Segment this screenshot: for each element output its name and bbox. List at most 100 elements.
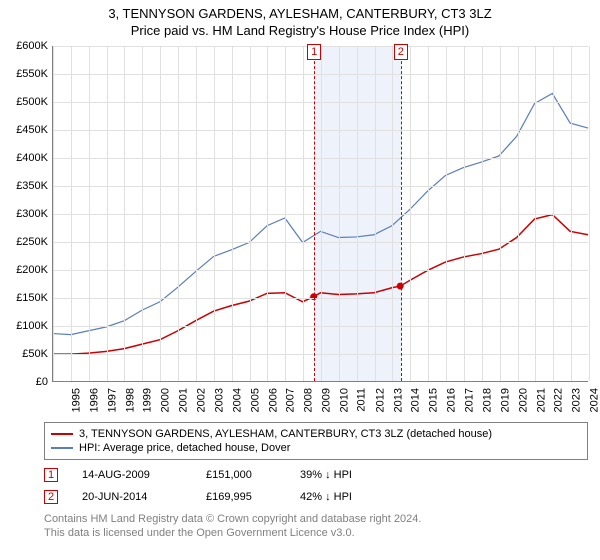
y-axis-label: £350K (8, 180, 48, 192)
x-axis-label: 2001 (178, 388, 190, 412)
gridline-v (160, 46, 161, 381)
x-axis-label: 2012 (374, 388, 386, 412)
gridline-v (357, 46, 358, 381)
gridline-v (53, 46, 54, 381)
plot-area: 12 (52, 46, 588, 382)
transactions: 1 14-AUG-2009 £151,000 39% ↓ HPI 2 20-JUN-201… (44, 468, 588, 504)
x-axis-label: 2004 (231, 388, 243, 412)
y-axis-label: £250K (8, 236, 48, 248)
x-axis-label: 1997 (106, 388, 118, 412)
y-axis-label: £450K (8, 124, 48, 136)
gridline-v (464, 46, 465, 381)
x-axis-label: 2007 (285, 388, 297, 412)
y-axis-label: £0 (8, 376, 48, 388)
gridline-v (142, 46, 143, 381)
gridline-v (89, 46, 90, 381)
gridline-v (553, 46, 554, 381)
gridline-v (392, 46, 393, 381)
x-axis-label: 2016 (446, 388, 458, 412)
x-axis-label: 2003 (213, 388, 225, 412)
y-axis-label: £200K (8, 264, 48, 276)
x-axis-label: 2009 (321, 388, 333, 412)
gridline-v (500, 46, 501, 381)
gridline-v (250, 46, 251, 381)
x-axis-label: 2020 (517, 388, 529, 412)
y-axis-label: £100K (8, 320, 48, 332)
legend-row: 3, TENNYSON GARDENS, AYLESHAM, CANTERBUR… (51, 427, 581, 441)
transaction-date: 14-AUG-2009 (82, 469, 182, 481)
x-axis-label: 2015 (428, 388, 440, 412)
y-axis-label: £600K (8, 40, 48, 52)
x-axis-label: 2005 (249, 388, 261, 412)
x-axis-label: 2008 (303, 388, 315, 412)
transaction-price: £169,995 (206, 491, 276, 503)
marker-line (314, 46, 315, 381)
marker-badge: 1 (307, 44, 321, 60)
x-axis-label: 1998 (124, 388, 136, 412)
transaction-price: £151,000 (206, 469, 276, 481)
gridline-v (232, 46, 233, 381)
y-axis-label: £400K (8, 152, 48, 164)
footer-attribution: Contains HM Land Registry data © Crown c… (44, 512, 588, 541)
marker-line (401, 46, 402, 381)
y-axis-label: £500K (8, 96, 48, 108)
chart-area: 12 £0£50K£100K£150K£200K£250K£300K£350K£… (8, 46, 592, 416)
footer-line-2: This data is licensed under the Open Gov… (44, 526, 588, 540)
marker-badge: 2 (394, 44, 408, 60)
y-axis-label: £300K (8, 208, 48, 220)
x-axis-label: 1996 (88, 388, 100, 412)
gridline-v (518, 46, 519, 381)
gridline-v (124, 46, 125, 381)
y-axis-label: £50K (8, 348, 48, 360)
x-axis-label: 2011 (356, 388, 368, 412)
x-axis-label: 2014 (410, 388, 422, 412)
y-axis-label: £550K (8, 68, 48, 80)
x-axis-label: 2023 (571, 388, 583, 412)
gridline-v (410, 46, 411, 381)
legend-swatch (51, 433, 73, 435)
gridline-v (339, 46, 340, 381)
legend-box: 3, TENNYSON GARDENS, AYLESHAM, CANTERBUR… (44, 422, 588, 460)
legend-label: HPI: Average price, detached house, Dove… (79, 442, 290, 454)
x-axis-label: 2000 (160, 388, 172, 412)
chart-container: 3, TENNYSON GARDENS, AYLESHAM, CANTERBUR… (0, 0, 600, 560)
legend-swatch (51, 447, 73, 449)
x-axis-label: 2021 (535, 388, 547, 412)
chart-title: 3, TENNYSON GARDENS, AYLESHAM, CANTERBUR… (0, 0, 600, 21)
transaction-delta: 39% ↓ HPI (300, 469, 352, 481)
footer-line-1: Contains HM Land Registry data © Crown c… (44, 512, 588, 526)
legend-row: HPI: Average price, detached house, Dove… (51, 441, 581, 455)
gridline-v (375, 46, 376, 381)
x-axis-label: 2018 (481, 388, 493, 412)
transaction-delta: 42% ↓ HPI (300, 491, 352, 503)
gridline-v (589, 46, 590, 381)
x-axis-label: 2019 (499, 388, 511, 412)
x-axis-label: 1999 (142, 388, 154, 412)
transaction-num-badge: 2 (44, 490, 58, 504)
gridline-v (571, 46, 572, 381)
gridline-v (107, 46, 108, 381)
legend-label: 3, TENNYSON GARDENS, AYLESHAM, CANTERBUR… (79, 428, 492, 440)
transaction-date: 20-JUN-2014 (82, 491, 182, 503)
gridline-v (446, 46, 447, 381)
transaction-row: 2 20-JUN-2014 £169,995 42% ↓ HPI (44, 490, 588, 504)
gridline-v (285, 46, 286, 381)
x-axis-label: 2022 (553, 388, 565, 412)
gridline-v (482, 46, 483, 381)
x-axis-label: 2024 (589, 388, 600, 412)
x-axis-label: 2006 (267, 388, 279, 412)
transaction-row: 1 14-AUG-2009 £151,000 39% ↓ HPI (44, 468, 588, 482)
x-axis-label: 2013 (392, 388, 404, 412)
x-axis-label: 2010 (338, 388, 350, 412)
gridline-v (535, 46, 536, 381)
legend-area: 3, TENNYSON GARDENS, AYLESHAM, CANTERBUR… (44, 422, 588, 556)
y-axis-label: £150K (8, 292, 48, 304)
x-axis-label: 2017 (464, 388, 476, 412)
gridline-v (214, 46, 215, 381)
transaction-num-badge: 1 (44, 468, 58, 482)
gridline-v (321, 46, 322, 381)
gridline-v (303, 46, 304, 381)
x-axis-label: 2002 (196, 388, 208, 412)
gridline-v (196, 46, 197, 381)
gridline-v (267, 46, 268, 381)
